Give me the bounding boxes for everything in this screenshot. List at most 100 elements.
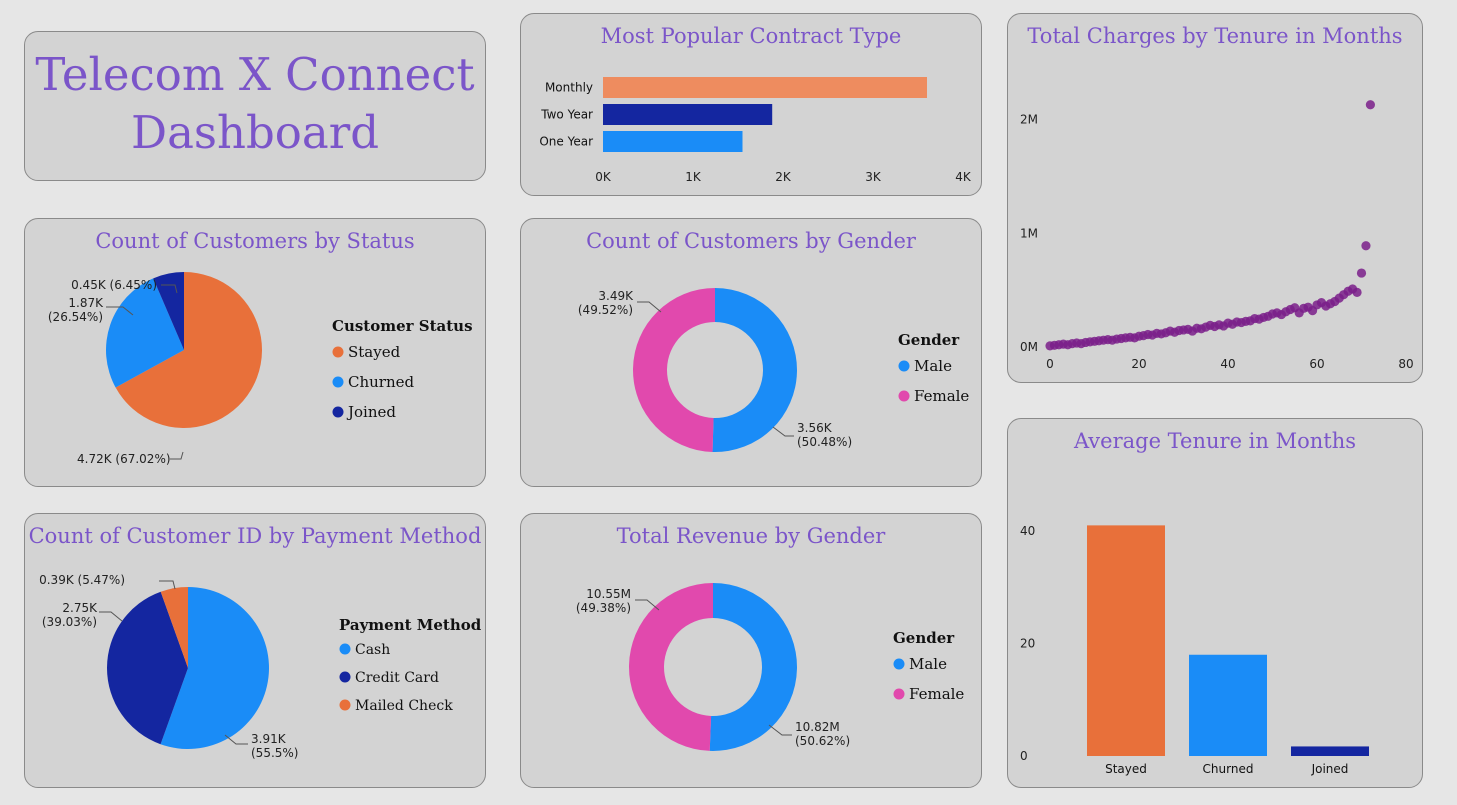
status-leader-line bbox=[106, 306, 134, 316]
status-slice[interactable] bbox=[106, 278, 184, 388]
gender-count-chart-title: Count of Customers by Gender bbox=[586, 229, 916, 253]
contract-chart[interactable]: Monthly Two Year One Year 0K 1K 2K 3K 4K bbox=[521, 14, 981, 195]
contract-bar[interactable] bbox=[603, 77, 927, 98]
tenure-category-label: Churned bbox=[1203, 762, 1254, 776]
gender_count-slice[interactable] bbox=[712, 288, 798, 452]
gender_count-legend-marker[interactable] bbox=[898, 390, 910, 402]
charges-chart[interactable]: 0 20 40 60 80 0M 1M 2M bbox=[1008, 14, 1422, 382]
revenue_gender-legend-item[interactable]: Female bbox=[909, 685, 964, 703]
payment-legend-item[interactable]: Mailed Check bbox=[355, 698, 453, 714]
charges-point[interactable] bbox=[1352, 287, 1362, 297]
status-legend-marker[interactable] bbox=[332, 346, 344, 358]
revenue_gender-slice-label: (49.38%) bbox=[576, 601, 631, 615]
charges-y-tick: 2M bbox=[1020, 113, 1038, 127]
status-legend-marker[interactable] bbox=[332, 376, 344, 388]
payment-slice-label: (39.03%) bbox=[42, 615, 97, 629]
status-legend-title: Customer Status bbox=[332, 317, 473, 335]
payment-slice-label: 0.39K (5.47%) bbox=[39, 573, 125, 587]
gender-count-card[interactable]: Count of Customers by Gender 3.56K (50.48… bbox=[520, 218, 982, 487]
payment-legend-title: Payment Method bbox=[339, 616, 482, 634]
tenure-y-tick: 20 bbox=[1020, 637, 1035, 651]
gender_count-slice[interactable] bbox=[633, 288, 715, 452]
contract-card[interactable]: Most Popular Contract Type Monthly Two Ye… bbox=[520, 13, 982, 196]
gender_count-slice-label: 3.49K bbox=[598, 289, 634, 303]
gender_count-slice-label: 3.56K bbox=[797, 421, 833, 435]
status-legend-item[interactable]: Stayed bbox=[348, 343, 401, 361]
revenue_gender-legend-marker[interactable] bbox=[893, 658, 905, 670]
charges-card[interactable]: Total Charges by Tenure in Months 0 20 40 6… bbox=[1007, 13, 1423, 383]
revenue_gender-leader-line bbox=[635, 599, 660, 611]
gender_count-legend-marker[interactable] bbox=[898, 360, 910, 372]
status-card[interactable]: Count of Customers by Status 4.72K (67.0… bbox=[24, 218, 486, 487]
tenure-y-tick: 40 bbox=[1020, 524, 1035, 538]
contract-x-tick: 2K bbox=[775, 170, 792, 184]
tenure-card[interactable]: Average Tenure in Months 0 20 40 Stayed Chur… bbox=[1007, 418, 1423, 788]
gender_count-legend-title: Gender bbox=[898, 331, 960, 349]
contract-category-label: One Year bbox=[539, 135, 593, 149]
gender_count-leader-line bbox=[772, 426, 794, 437]
payment-slice-label: 2.75K bbox=[62, 601, 98, 615]
charges-x-tick: 40 bbox=[1220, 357, 1235, 371]
payment-slice-label: 3.91K bbox=[251, 732, 287, 746]
charges-point[interactable] bbox=[1365, 100, 1375, 110]
revenue_gender-leader-line bbox=[768, 724, 792, 736]
revenue_gender-legend-marker[interactable] bbox=[893, 688, 905, 700]
revenue_gender-slice-label: 10.55M bbox=[586, 587, 631, 601]
contract-bar[interactable] bbox=[603, 131, 743, 152]
revenue-gender-chart[interactable]: 10.82M(50.62%) 10.55M(49.38%) Gender Male Fe… bbox=[521, 514, 981, 787]
status-legend-marker[interactable] bbox=[332, 406, 344, 418]
contract-x-tick: 1K bbox=[685, 170, 702, 184]
payment-legend-marker[interactable] bbox=[339, 643, 351, 655]
payment-chart[interactable]: 3.91K(55.5%) 2.75K(39.03%) 0.39K (5.47%) Pa… bbox=[25, 514, 485, 787]
contract-x-tick: 3K bbox=[865, 170, 882, 184]
status-slice-label: (26.54%) bbox=[48, 310, 103, 324]
status-chart[interactable]: 4.72K (67.02%) 1.87K(26.54%) 0.45K (6.45%)… bbox=[25, 219, 485, 486]
tenure-category-label: Joined bbox=[1311, 762, 1349, 776]
status-legend-item[interactable]: Joined bbox=[346, 403, 396, 421]
charges-point[interactable] bbox=[1361, 241, 1371, 251]
payment-legend-marker[interactable] bbox=[339, 699, 351, 711]
charges-y-tick: 0M bbox=[1020, 340, 1038, 354]
tenure-chart-title: Average Tenure in Months bbox=[1073, 429, 1357, 453]
revenue-gender-chart-title: Total Revenue by Gender bbox=[616, 524, 886, 548]
payment-slice[interactable] bbox=[160, 587, 188, 668]
revenue_gender-slice[interactable] bbox=[628, 583, 713, 751]
contract-bar[interactable] bbox=[603, 104, 773, 125]
charges-x-tick: 0 bbox=[1046, 357, 1054, 371]
status-slice-label: 1.87K bbox=[68, 296, 104, 310]
tenure-chart[interactable]: 0 20 40 Stayed Churned Joined bbox=[1008, 419, 1422, 787]
payment-legend-item[interactable]: Cash bbox=[355, 642, 390, 658]
gender-count-chart[interactable]: 3.56K(50.48%) 3.49K(49.52%) Gender Male Fema… bbox=[521, 219, 981, 486]
payment-slice[interactable] bbox=[107, 591, 188, 745]
tenure-bar[interactable] bbox=[1189, 654, 1267, 756]
payment-card[interactable]: Count of Customer ID by Payment Method 3… bbox=[24, 513, 486, 788]
tenure-bar[interactable] bbox=[1291, 746, 1369, 756]
gender_count-legend-item[interactable]: Male bbox=[914, 357, 952, 375]
contract-chart-title: Most Popular Contract Type bbox=[600, 24, 902, 48]
status-leader-line bbox=[170, 451, 184, 460]
revenue_gender-slice-label: 10.82M bbox=[795, 720, 840, 734]
payment-legend-marker[interactable] bbox=[339, 671, 351, 683]
charges-x-tick: 60 bbox=[1309, 357, 1324, 371]
tenure-bar[interactable] bbox=[1087, 525, 1165, 756]
payment-legend-item[interactable]: Credit Card bbox=[355, 670, 439, 686]
status-legend-item[interactable]: Churned bbox=[348, 373, 415, 391]
revenue_gender-legend-title: Gender bbox=[893, 629, 955, 647]
payment-slice[interactable] bbox=[160, 587, 269, 749]
contract-category-label: Monthly bbox=[545, 81, 593, 95]
revenue-gender-card[interactable]: Total Revenue by Gender 10.82M (50.62%) 10… bbox=[520, 513, 982, 788]
payment-chart-title: Count of Customer ID by Payment Method bbox=[28, 524, 482, 548]
charges-chart-title: Total Charges by Tenure in Months bbox=[1027, 24, 1403, 48]
tenure-category-label: Stayed bbox=[1105, 762, 1147, 776]
status-slice-label: 0.45K (6.45%) bbox=[71, 278, 157, 292]
charges-point[interactable] bbox=[1356, 268, 1367, 278]
status-slice[interactable] bbox=[115, 272, 263, 428]
revenue_gender-legend-item[interactable]: Male bbox=[909, 655, 947, 673]
payment-leader-line bbox=[224, 734, 248, 745]
status-chart-title: Count of Customers by Status bbox=[95, 229, 415, 253]
gender_count-legend-item[interactable]: Female bbox=[914, 387, 969, 405]
payment-slice-label: (55.5%) bbox=[251, 746, 298, 760]
contract-x-tick: 0K bbox=[595, 170, 612, 184]
status-slice-label: 4.72K (67.02%) bbox=[77, 452, 171, 466]
revenue_gender-slice[interactable] bbox=[709, 583, 797, 751]
